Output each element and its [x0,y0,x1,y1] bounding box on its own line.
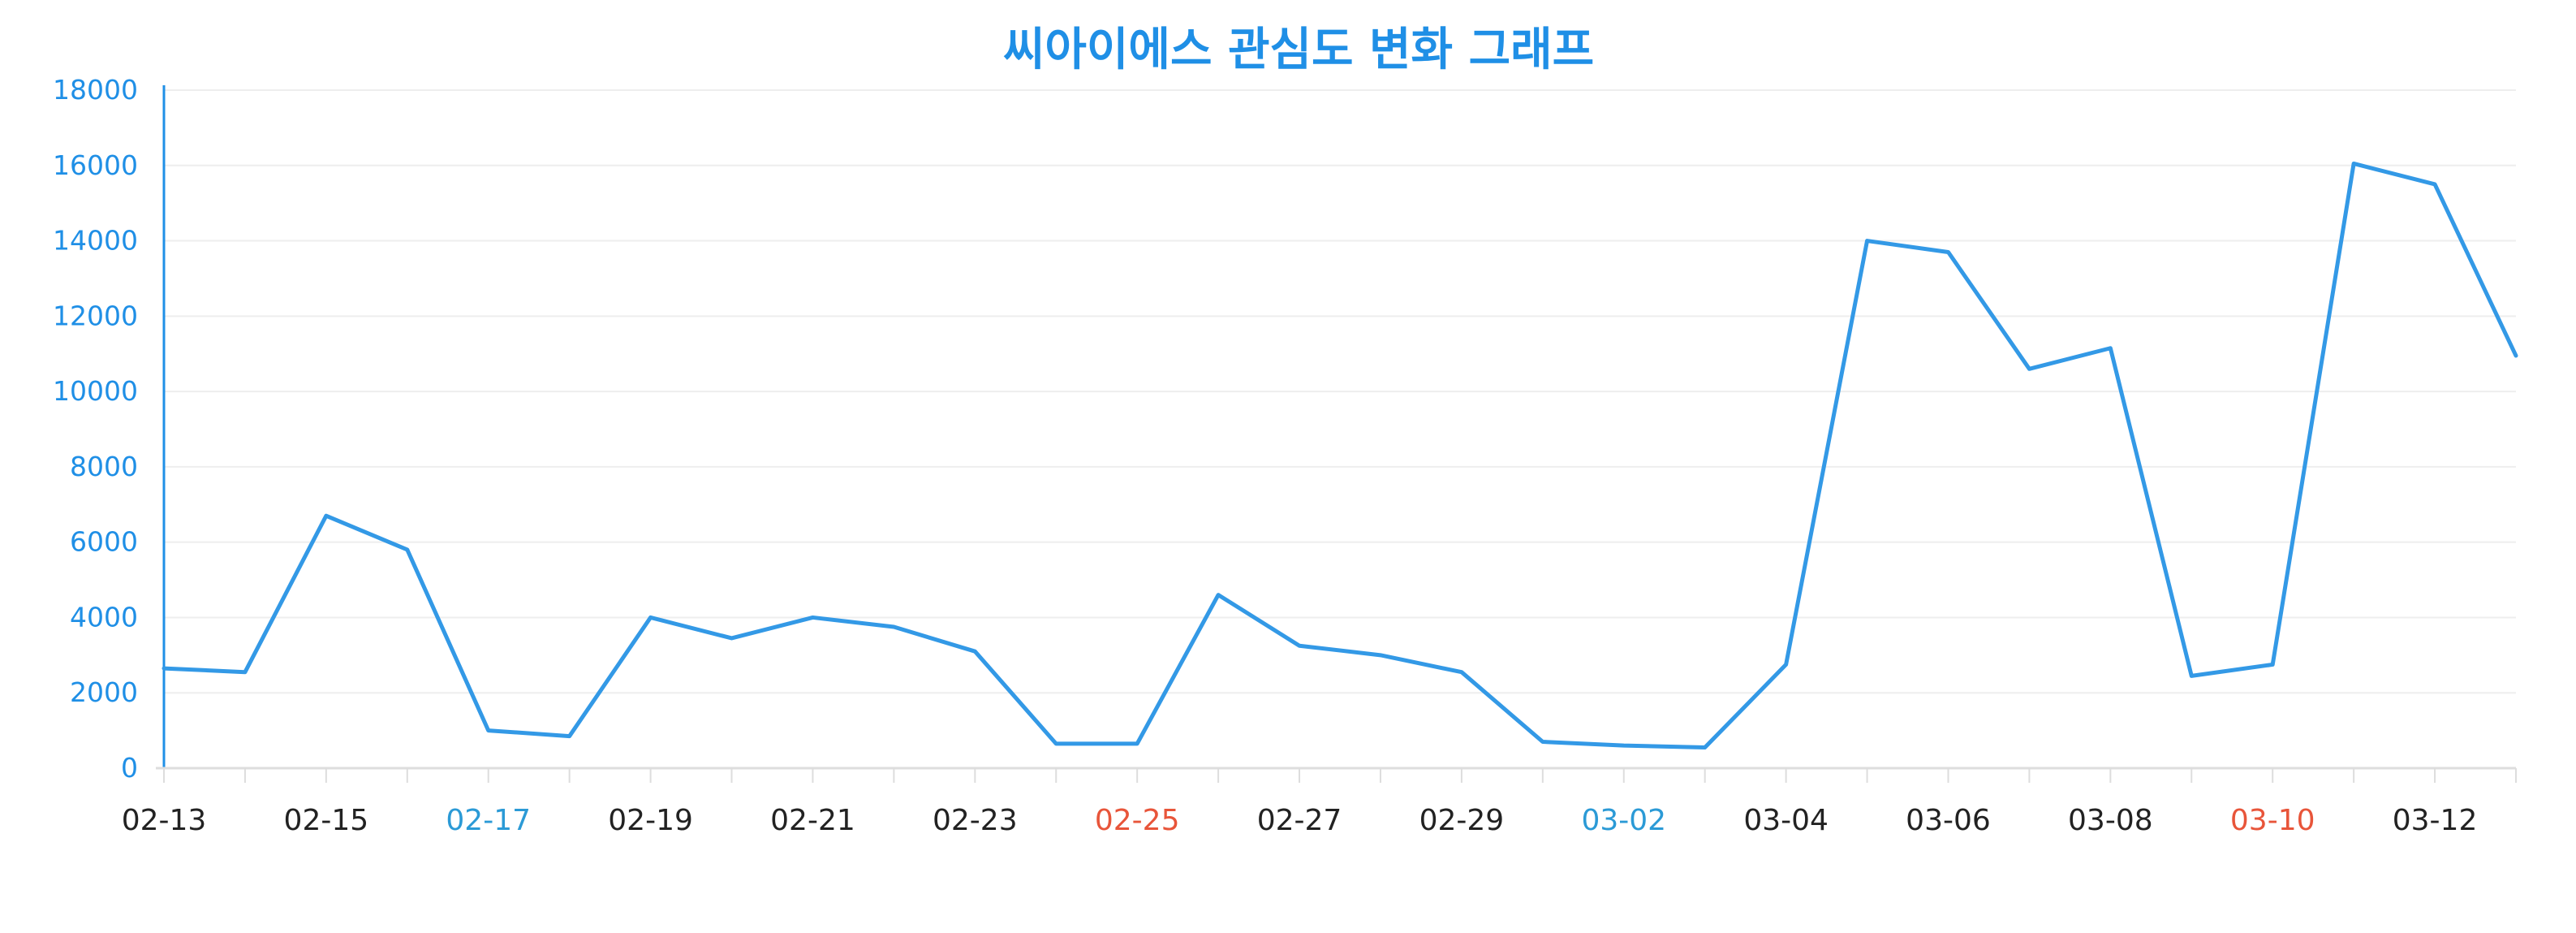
data-point-24 [2108,346,2113,351]
y-tick-label-4: 8000 [70,451,138,482]
data-point-13 [1216,593,1221,598]
data-point-17 [1540,740,1545,745]
x-axis-tick-labels: 02-13 02-15 02-17 02-19 02-21 02-23 02-25 02-27… [122,804,2478,837]
data-point-28 [2432,182,2437,187]
x-tick-label-11: 03-06 [1906,804,1991,837]
data-point-1 [243,670,248,675]
axes [156,85,2517,783]
data-point-29 [2514,353,2518,358]
data-point-12 [1135,741,1139,746]
data-point-22 [1945,249,1950,254]
x-tick-label-8: 02-29 [1419,804,1505,837]
data-point-18 [1622,743,1626,748]
series-line-0 [162,161,2518,749]
series-points-0 [162,161,2518,749]
data-point-2 [324,513,329,518]
data-point-11 [1053,741,1058,746]
data-point-26 [2270,662,2275,667]
data-point-21 [1865,239,1870,244]
data-point-10 [972,649,977,654]
x-tick-label-1: 02-15 [284,804,369,837]
y-tick-label-9: 18000 [53,74,138,106]
x-tick-label-5: 02-23 [933,804,1018,837]
data-point-19 [1703,745,1708,749]
data-point-27 [2351,161,2356,166]
y-tick-label-0: 0 [121,752,138,784]
data-point-9 [891,624,896,629]
y-tick-label-2: 4000 [70,601,138,633]
y-axis-tick-labels: 0 2000 4000 6000 8000 10000 12000 14000 16000 180… [53,74,138,784]
x-tick-label-2: 02-17 [446,804,531,837]
data-point-15 [1378,653,1383,658]
y-tick-label-5: 10000 [53,375,138,407]
data-point-8 [810,615,815,620]
data-point-3 [405,547,410,552]
data-point-20 [1784,662,1789,667]
x-tick-label-7: 02-27 [1257,804,1342,837]
y-tick-label-6: 12000 [53,300,138,331]
x-tick-label-3: 02-19 [608,804,693,837]
data-point-25 [2189,673,2194,678]
chart-title: 씨아이에스 관심도 변화 그래프 [1003,24,1594,76]
data-point-7 [730,636,734,641]
series-layer [162,161,2518,749]
data-point-0 [162,666,166,671]
x-tick-label-14: 03-12 [2393,804,2478,837]
x-tick-label-13: 03-10 [2230,804,2315,837]
x-tick-label-9: 03-02 [1581,804,1666,837]
data-point-4 [486,728,491,733]
data-point-5 [567,734,572,739]
y-tick-label-7: 14000 [53,225,138,257]
data-point-14 [1297,643,1302,648]
x-tick-label-12: 03-08 [2068,804,2153,837]
x-tick-label-10: 03-04 [1743,804,1829,837]
data-point-23 [2027,366,2031,371]
x-tick-label-0: 02-13 [122,804,207,837]
data-point-16 [1459,670,1464,675]
x-tick-label-6: 02-25 [1095,804,1180,837]
y-tick-label-8: 16000 [53,149,138,181]
y-tick-label-3: 6000 [70,526,138,558]
grid-lines [164,89,2516,694]
y-tick-label-1: 2000 [70,676,138,708]
data-point-6 [648,615,653,620]
x-tick-label-4: 02-21 [770,804,855,837]
